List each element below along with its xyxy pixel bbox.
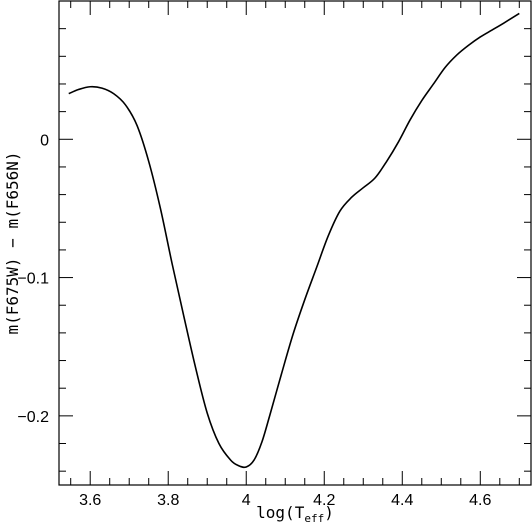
x-axis-title: log(Teff) <box>256 503 334 525</box>
y-tick-label: −0.2 <box>17 409 49 426</box>
y-tick-labels: 0 −0.1 −0.2 <box>17 132 49 426</box>
x-tick-label: 4 <box>242 492 251 509</box>
series-line <box>68 12 520 469</box>
x-tick-label: 4.4 <box>391 492 413 509</box>
x-tick-label: 4.2 <box>313 492 335 509</box>
x-tick-label: 3.8 <box>157 492 179 509</box>
plot-frame <box>58 0 532 486</box>
series-points <box>67 12 521 469</box>
x-tick-label: 3.6 <box>79 492 101 509</box>
x-tick-label: 4.6 <box>469 492 491 509</box>
axis-ticks <box>59 0 531 485</box>
y-tick-label: −0.1 <box>17 271 49 288</box>
y-axis-title: m(F675W) − m(F656N) <box>3 151 22 334</box>
x-tick-labels: 3.6 3.8 4 4.2 4.4 4.6 <box>79 492 491 509</box>
y-tick-label: 0 <box>40 132 49 149</box>
